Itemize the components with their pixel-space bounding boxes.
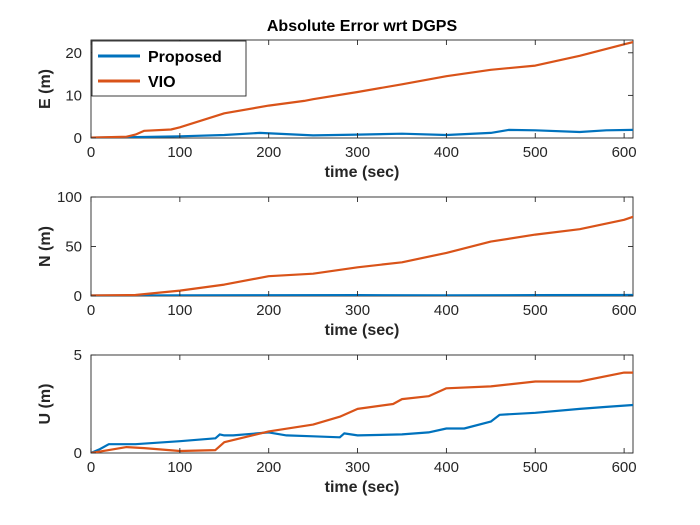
x-tick-label: 500 xyxy=(523,144,548,161)
legend-box xyxy=(91,40,247,97)
y-tick-label: 0 xyxy=(74,288,82,305)
series-line-vio xyxy=(91,40,633,138)
x-tick-label: 0 xyxy=(87,459,95,476)
y-tick-label: 100 xyxy=(57,189,82,206)
x-tick-label: 600 xyxy=(612,302,637,319)
series-line-proposed xyxy=(91,128,633,138)
y-tick-label: 10 xyxy=(65,87,82,104)
x-tick-label: 400 xyxy=(434,144,459,161)
x-tick-label: 100 xyxy=(167,459,192,476)
y-tick-label: 20 xyxy=(65,45,82,62)
x-tick-label: 200 xyxy=(256,302,281,319)
y-tick-label: 0 xyxy=(74,445,82,462)
x-tick-label: 400 xyxy=(434,302,459,319)
x-tick-label: 100 xyxy=(167,302,192,319)
legend-label-vio: VIO xyxy=(148,74,176,91)
x-axis-label: time (sec) xyxy=(325,479,400,496)
x-tick-label: 500 xyxy=(523,302,548,319)
x-tick-label: 500 xyxy=(523,459,548,476)
y-tick-label: 0 xyxy=(74,130,82,147)
x-tick-label: 600 xyxy=(612,144,637,161)
x-tick-label: 300 xyxy=(345,144,370,161)
y-axis-label: E (m) xyxy=(37,69,54,109)
x-tick-label: 100 xyxy=(167,144,192,161)
x-tick-label: 200 xyxy=(256,144,281,161)
plot-area xyxy=(90,354,634,454)
series-line-vio xyxy=(91,371,633,453)
legend: Proposed VIO xyxy=(91,40,247,97)
x-tick-label: 0 xyxy=(87,302,95,319)
x-tick-label: 600 xyxy=(612,459,637,476)
subplot-2: 0 100 200 300 400 500 600 0 50 100 time (sec) N (m) xyxy=(37,189,637,339)
x-axis-label: time (sec) xyxy=(325,164,400,181)
series-line-vio xyxy=(91,215,633,296)
y-axis-label: U (m) xyxy=(37,384,54,425)
x-tick-label: 400 xyxy=(434,459,459,476)
subplot-3: 0 100 200 300 400 500 600 0 5 time (sec) U (m) xyxy=(37,347,637,496)
y-axis-label: N (m) xyxy=(37,226,54,267)
series-line-proposed xyxy=(91,403,633,453)
legend-label-proposed: Proposed xyxy=(148,49,222,66)
x-tick-label: 0 xyxy=(87,144,95,161)
x-axis-label: time (sec) xyxy=(325,322,400,339)
series-line-proposed xyxy=(91,293,633,296)
x-tick-label: 300 xyxy=(345,459,370,476)
figure-title: Absolute Error wrt DGPS xyxy=(267,18,458,35)
x-tick-label: 200 xyxy=(256,459,281,476)
y-tick-label: 50 xyxy=(65,239,82,256)
plot-area xyxy=(90,196,634,297)
x-tick-label: 300 xyxy=(345,302,370,319)
y-tick-label: 5 xyxy=(74,347,82,364)
